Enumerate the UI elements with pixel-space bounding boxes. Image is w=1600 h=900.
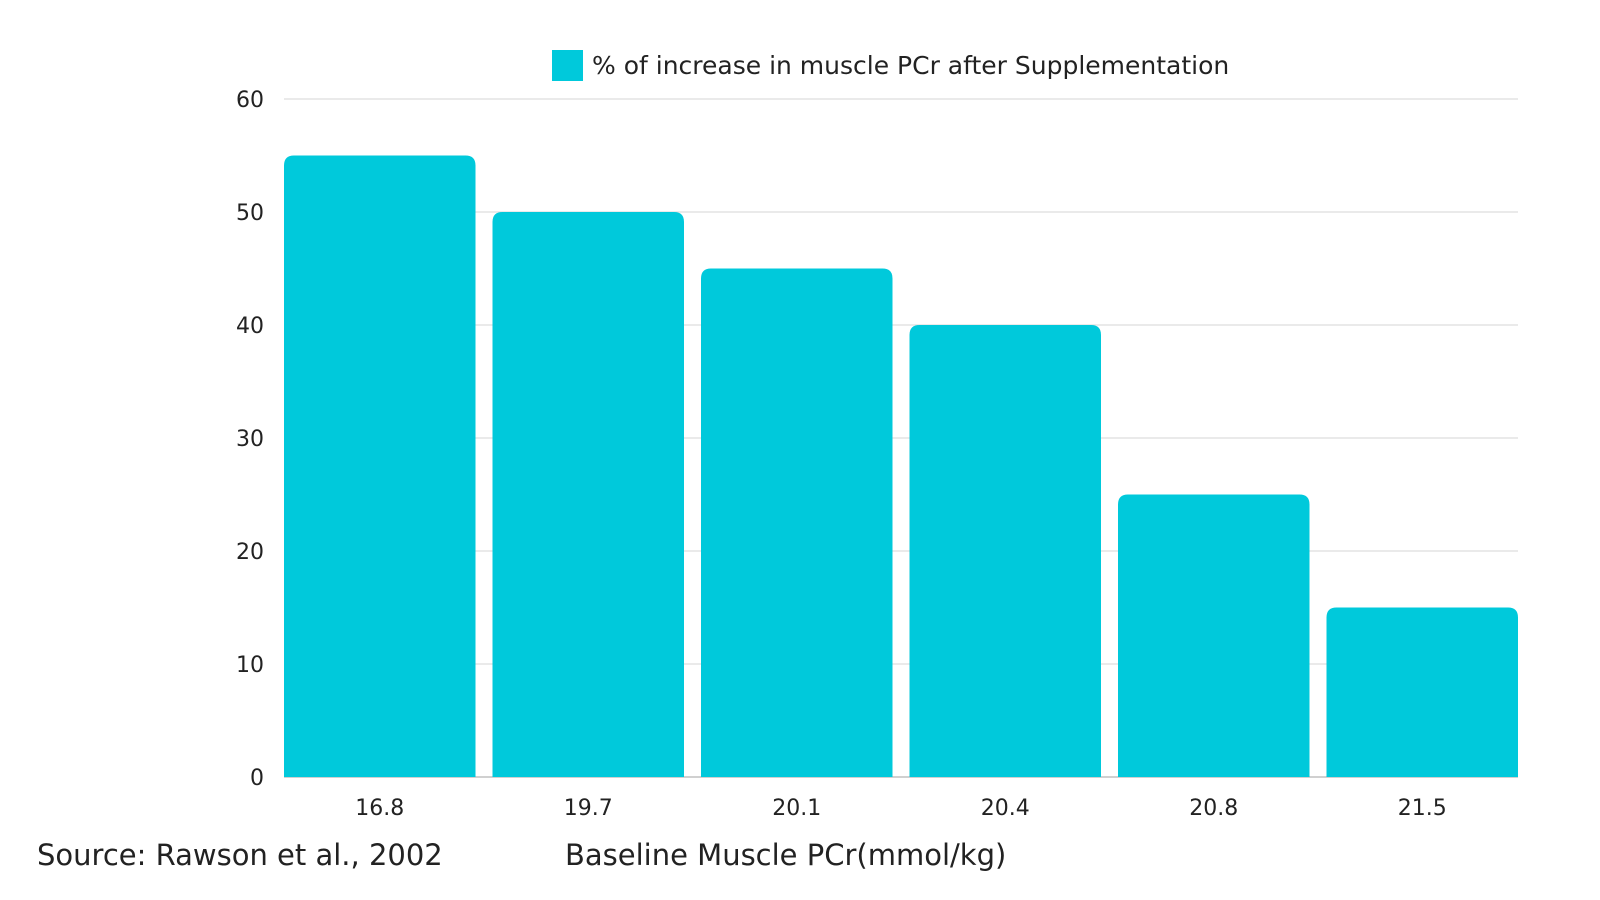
y-tick-label: 0 (250, 766, 264, 791)
bar-20.1 (701, 268, 893, 777)
legend-label: % of increase in muscle PCr after Supple… (592, 51, 1229, 80)
grid-lines (284, 98, 1518, 778)
bar-16.8 (284, 155, 476, 777)
bar-20.8 (1118, 494, 1310, 777)
y-tick-label: 60 (236, 88, 264, 113)
y-tick-label: 20 (236, 540, 264, 565)
x-tick-label: 21.5 (1398, 796, 1447, 821)
y-tick-label: 40 (236, 314, 264, 339)
x-tick-label: 19.7 (564, 796, 613, 821)
x-tick-label: 20.8 (1189, 796, 1238, 821)
bars (284, 155, 1518, 777)
y-tick-label: 10 (236, 653, 264, 678)
legend-swatch (552, 50, 583, 81)
x-tick-label: 16.8 (355, 796, 404, 821)
bar-20.4 (909, 325, 1101, 777)
y-axis-ticks: 0 10 20 30 40 50 60 (236, 88, 264, 791)
x-tick-label: 20.1 (772, 796, 821, 821)
y-tick-label: 50 (236, 201, 264, 226)
bar-21.5 (1326, 607, 1518, 777)
bar-19.7 (492, 212, 684, 777)
x-axis-label: Baseline Muscle PCr(mmol/kg) (565, 838, 1006, 872)
x-axis-ticks: 16.8 19.7 20.1 20.4 20.8 21.5 (355, 796, 1446, 821)
source-note: Source: Rawson et al., 2002 (37, 838, 443, 872)
x-tick-label: 20.4 (981, 796, 1030, 821)
y-tick-label: 30 (236, 427, 264, 452)
legend: % of increase in muscle PCr after Supple… (552, 50, 1229, 81)
